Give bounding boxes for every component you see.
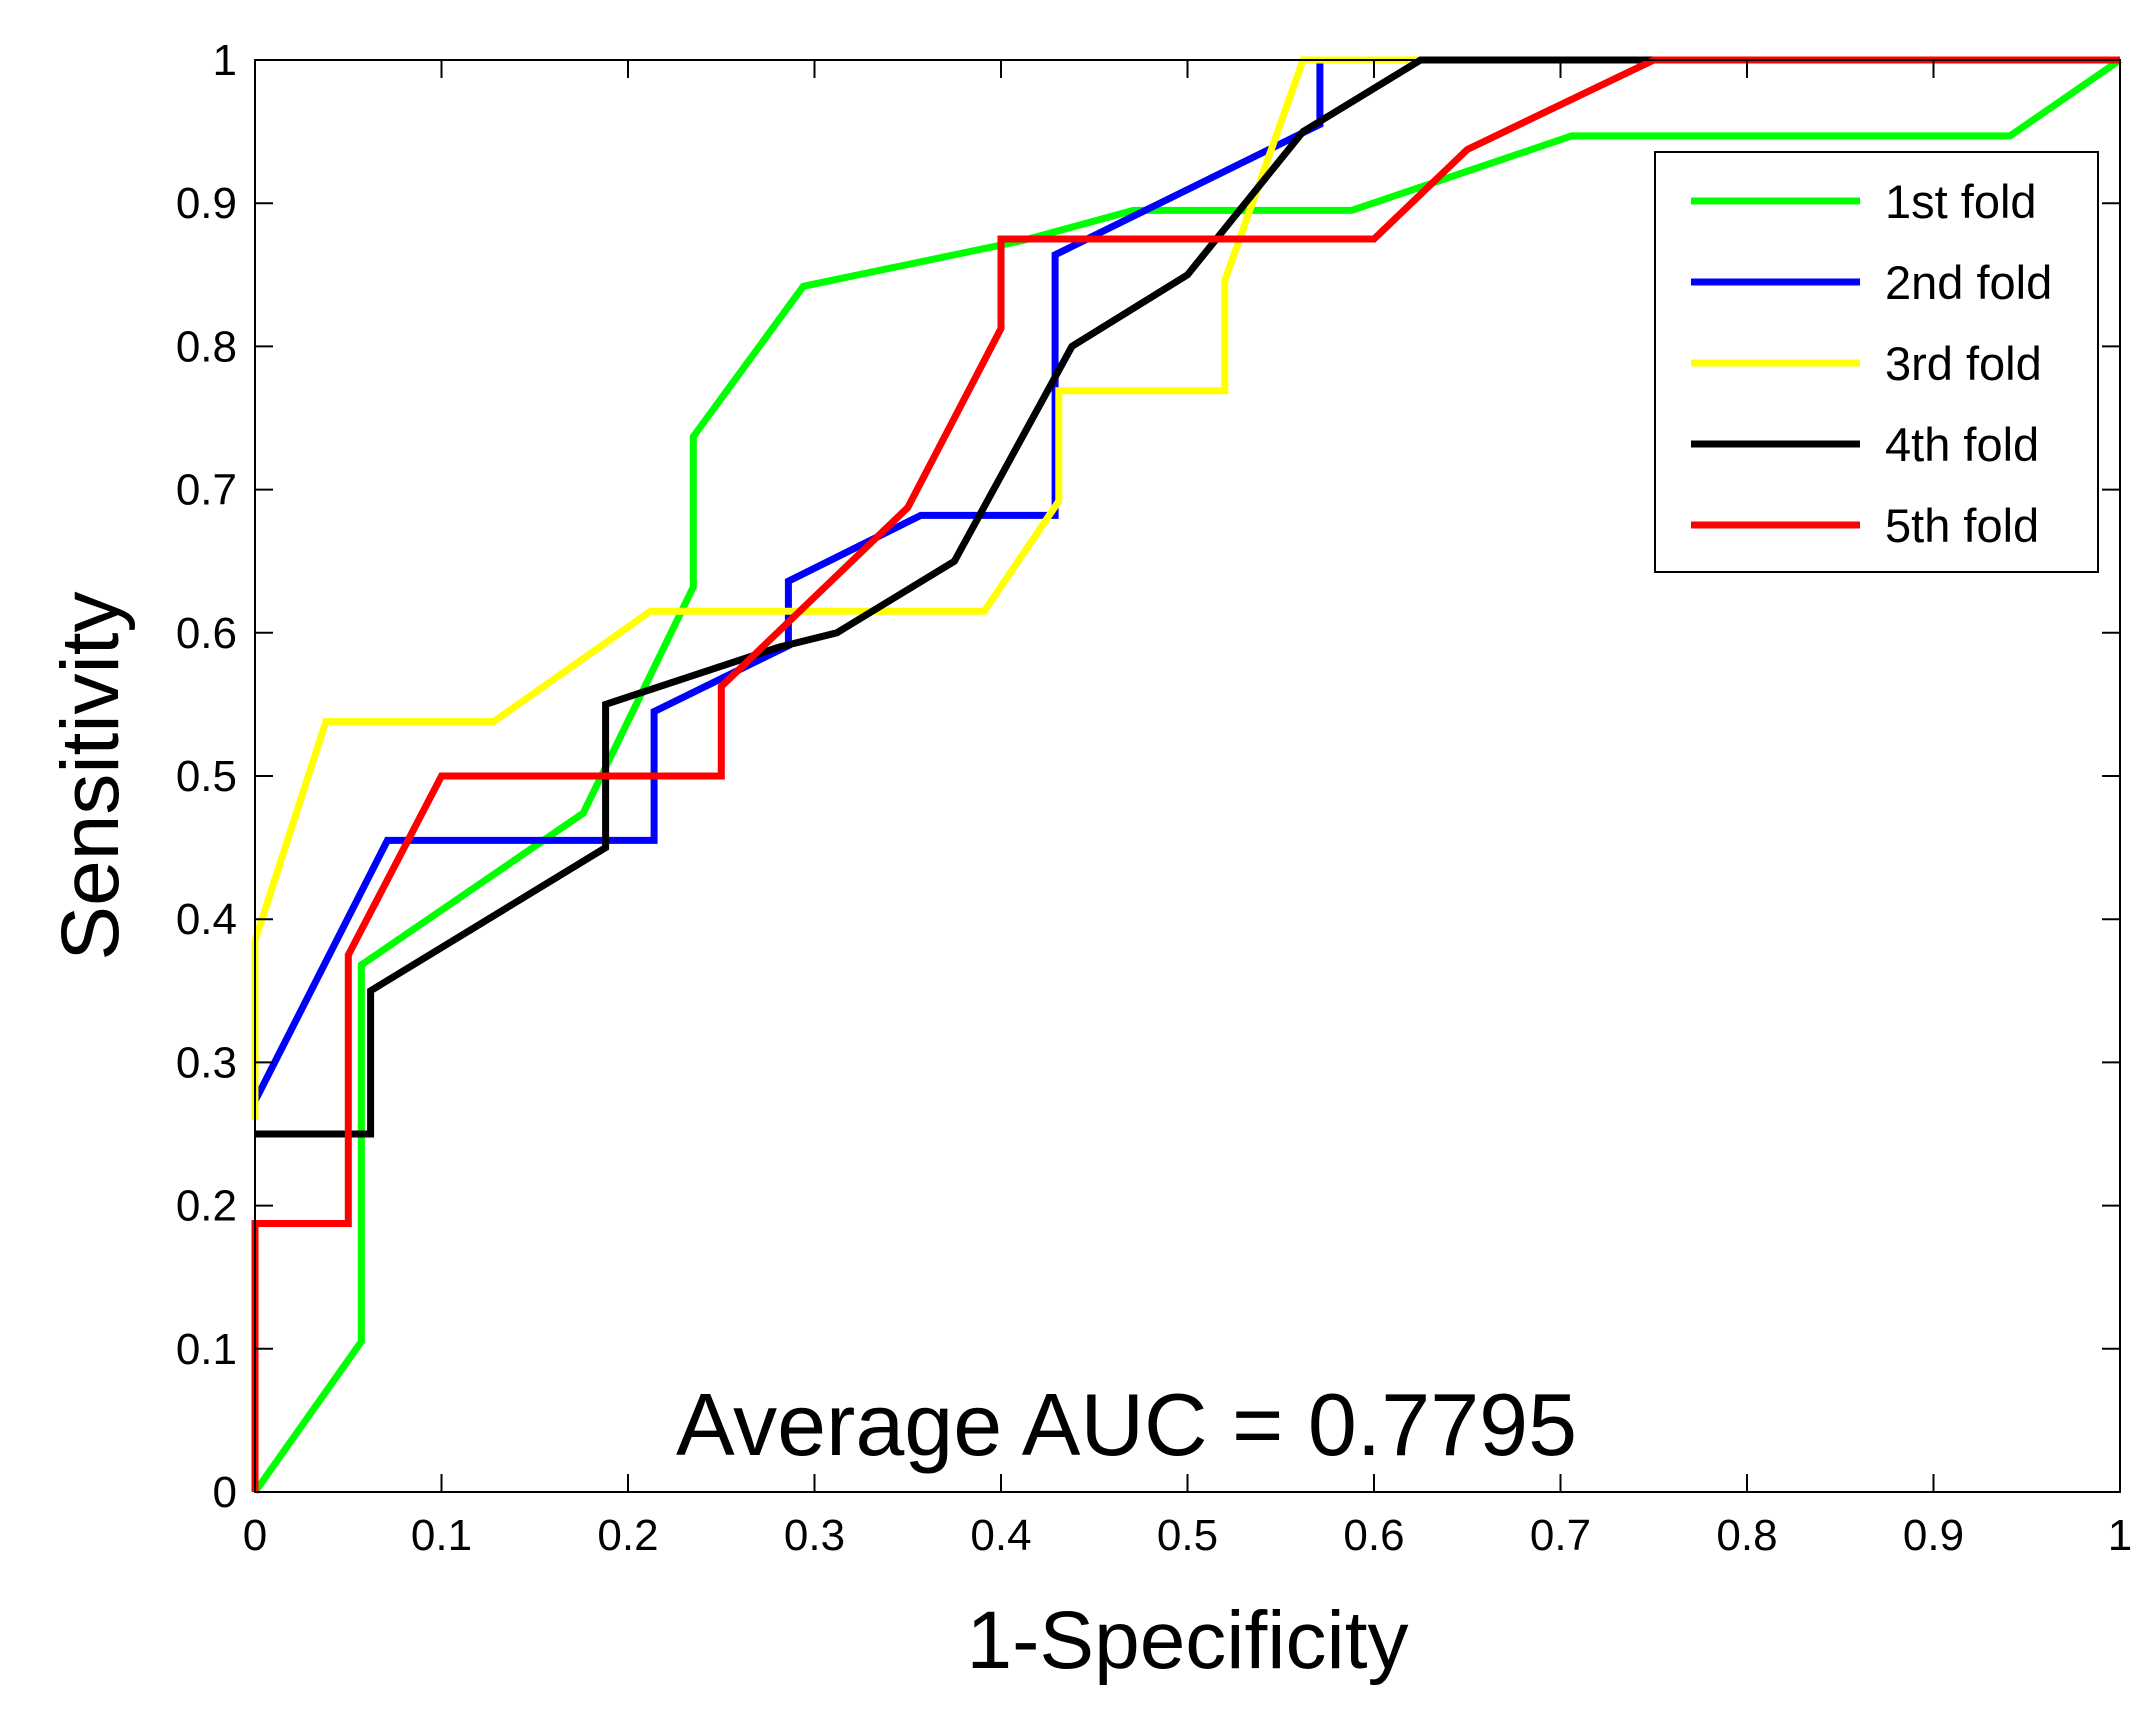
x-tick-label: 0.6 <box>1343 1511 1404 1560</box>
x-tick-label: 0.1 <box>411 1511 472 1560</box>
plot-area-frame <box>254 59 2121 1493</box>
legend-label-2: 2nd fold <box>1885 256 2052 309</box>
legend-label-3: 3rd fold <box>1885 337 2042 390</box>
series-line-5 <box>251 56 2120 1492</box>
x-tick-label: 1 <box>2108 1511 2132 1560</box>
series-layer <box>251 56 2122 1495</box>
y-axis-title: Sensitivity <box>45 591 136 960</box>
legend-label-5: 5th fold <box>1885 499 2039 552</box>
legend: 1st fold 2nd fold 3rd fold 4th fold 5th fold <box>1654 151 2099 573</box>
x-tick-label: 0.3 <box>784 1511 845 1560</box>
series-line-2 <box>251 60 1324 1103</box>
y-tick-label: 0.4 <box>176 895 237 944</box>
y-tick-label: 0.2 <box>176 1182 237 1231</box>
y-tick-label: 0 <box>213 1468 237 1517</box>
x-tick-label: 0.5 <box>1157 1511 1218 1560</box>
average-auc-annotation: Average AUC = 0.7795 <box>676 1375 1577 1474</box>
x-tick-label: 0 <box>243 1511 267 1560</box>
legend-items: 1st fold 2nd fold 3rd fold 4th fold 5th fold <box>1691 175 2052 552</box>
x-tick-label: 0.4 <box>970 1511 1031 1560</box>
y-tick-label: 0.5 <box>176 752 237 801</box>
y-tick-label: 0.6 <box>176 609 237 658</box>
y-tick-label: 0.1 <box>176 1325 237 1374</box>
y-tick-label: 1 <box>213 36 237 85</box>
series-line-4 <box>255 56 2120 1138</box>
series-line-1 <box>252 57 2122 1495</box>
x-tick-label: 0.2 <box>597 1511 658 1560</box>
x-axis-title: 1-Specificity <box>966 1595 1408 1686</box>
y-tick-label: 0.8 <box>176 322 237 371</box>
y-tick-label: 0.3 <box>176 1038 237 1087</box>
x-tick-label: 0.9 <box>1903 1511 1964 1560</box>
y-tick-label: 0.7 <box>176 466 237 515</box>
legend-label-4: 4th fold <box>1885 418 2039 471</box>
legend-label-1: 1st fold <box>1885 175 2037 228</box>
y-tick-label: 0.9 <box>176 179 237 228</box>
tick-labels: 0 0.1 0.2 0.3 0.4 0.5 0.6 0.7 0.8 0.9 1 0 0.1 0.2 0.3 0… <box>176 36 2132 1560</box>
x-tick-label: 0.7 <box>1530 1511 1591 1560</box>
x-tick-label: 0.8 <box>1716 1511 1777 1560</box>
